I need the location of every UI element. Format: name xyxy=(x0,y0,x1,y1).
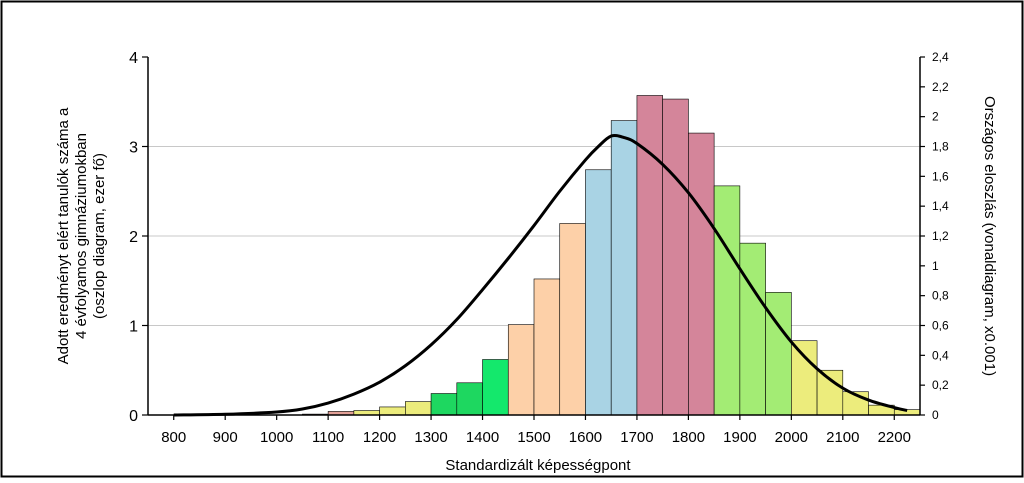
x-tick-label-1400: 1400 xyxy=(466,429,499,446)
x-tick-label-1300: 1300 xyxy=(414,429,447,446)
y-right-tick-label-7: 1,4 xyxy=(932,199,949,213)
x-tick-label-900: 900 xyxy=(213,429,238,446)
bar-1875 xyxy=(713,185,741,416)
x-tick-label-1500: 1500 xyxy=(517,429,550,446)
distribution-curve xyxy=(173,133,908,417)
bar-1675 xyxy=(610,120,638,416)
x-tick-label-1700: 1700 xyxy=(620,429,653,446)
y-right-tick-label-6: 1,2 xyxy=(932,229,949,243)
x-tick-label-1200: 1200 xyxy=(363,429,396,446)
x-tick-label-2000: 2000 xyxy=(775,429,808,446)
x-tick-label-1600: 1600 xyxy=(569,429,602,446)
distribution-line xyxy=(173,133,908,417)
y-left-axis-title-line-3: (oszlop diagram, ezer fő) xyxy=(91,153,108,319)
bar-1275 xyxy=(405,401,432,416)
bar-2025 xyxy=(791,340,818,416)
bar-1775 xyxy=(662,98,689,416)
bar-1625 xyxy=(585,169,612,416)
x-tick-label-1000: 1000 xyxy=(260,429,293,446)
y-right-axis-title: Országos eloszlás (vonaldiagram, x0.001) xyxy=(981,96,998,376)
bar-1725 xyxy=(636,95,663,416)
bars xyxy=(302,95,921,416)
y-left-tick-label-0: 0 xyxy=(129,408,138,425)
y-right-tick-label-8: 1,6 xyxy=(932,169,949,183)
y-right-tick-label-5: 1 xyxy=(932,259,939,273)
y-left-axis-title-line-2: 4 évfolyamos gimnáziumokban xyxy=(73,133,90,339)
x-axis-title: Standardizált képességpont xyxy=(445,457,631,474)
y-right-tick-label-10: 2 xyxy=(932,110,939,124)
bar-1575 xyxy=(559,223,586,416)
bar-1375 xyxy=(456,382,483,416)
x-tick-label-800: 800 xyxy=(161,429,186,446)
bar-1325 xyxy=(430,393,458,416)
y-right-tick-label-12: 2,4 xyxy=(932,50,949,64)
x-tick-label-1100: 1100 xyxy=(312,429,344,446)
bar-1225 xyxy=(379,406,406,416)
y-left-tick-label-2: 2 xyxy=(129,229,138,246)
y-right-tick-label-0: 0 xyxy=(932,408,939,422)
y-left-tick-label-4: 4 xyxy=(129,50,138,67)
bar-1925 xyxy=(739,242,766,416)
x-tick-label-1800: 1800 xyxy=(672,429,705,446)
bar-1425 xyxy=(482,359,509,416)
y-right-tick-label-11: 2,2 xyxy=(932,80,949,94)
x-tick-label-2100: 2100 xyxy=(826,429,859,446)
y-left-tick-label-1: 1 xyxy=(129,319,138,336)
y-right-tick-label-2: 0,4 xyxy=(932,348,949,362)
bar-1475 xyxy=(507,324,535,416)
y-right-tick-label-3: 0,6 xyxy=(932,319,949,333)
x-tick-label-1900: 1900 xyxy=(723,429,756,446)
y-left-axis-title-line-1: Adott eredményt elért tanulók száma a xyxy=(55,107,72,364)
y-right-tick-label-1: 0,2 xyxy=(932,378,949,392)
y-right-tick-label-9: 1,8 xyxy=(932,140,949,154)
bar-1525 xyxy=(533,278,561,416)
y-left-tick-label-3: 3 xyxy=(129,140,138,157)
y-right-tick-label-4: 0,8 xyxy=(932,289,949,303)
tick-labels: 0 1 2 3 4 0 0,2 0,4 0,6 0,8 1 1,2 1,4 1,6 1,8 2 2,2 2,4 80… xyxy=(129,50,949,446)
bar-1825 xyxy=(688,132,715,416)
bar-2075 xyxy=(816,369,844,416)
x-tick-label-2200: 2200 xyxy=(878,429,911,446)
